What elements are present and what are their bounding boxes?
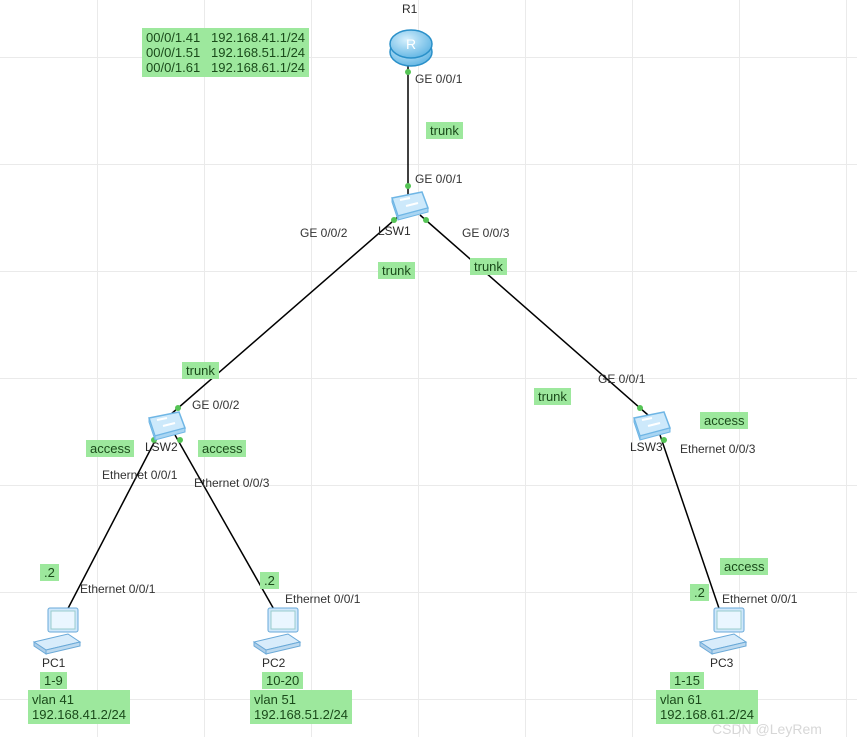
tag-pc1-dot2: .2 [40, 564, 59, 581]
port-lsw3-e003: Ethernet 0/0/3 [680, 442, 755, 456]
svg-text:R: R [406, 36, 416, 52]
port-pc2-e001: Ethernet 0/0/1 [285, 592, 360, 606]
lsw3-label: LSW3 [630, 440, 663, 454]
tag-trunk-lsw3-up: trunk [534, 388, 571, 405]
pc1-range: 1-9 [40, 672, 67, 689]
watermark: CSDN @LeyRem [712, 721, 822, 737]
lsw2-label: LSW2 [145, 440, 178, 454]
port-lsw3-ge001: GE 0/0/1 [598, 372, 645, 386]
pc3 [698, 606, 750, 661]
port-lsw1-ge003: GE 0/0/3 [462, 226, 509, 240]
router-table: 00/0/1.41 192.168.41.1/24 00/0/1.51 192.… [142, 28, 309, 77]
pc3-label: PC3 [710, 656, 733, 670]
pc1-info: vlan 41 192.168.41.2/24 [28, 690, 130, 724]
pc1-label: PC1 [42, 656, 65, 670]
pc1 [32, 606, 84, 661]
port-lsw2-ge002: GE 0/0/2 [192, 398, 239, 412]
port-lsw1-ge001: GE 0/0/1 [415, 172, 462, 186]
tag-access-lsw2-e1: access [86, 440, 134, 457]
switch-lsw1 [388, 188, 432, 227]
port-lsw2-e001: Ethernet 0/0/1 [102, 468, 177, 482]
router-r1: R [388, 22, 434, 73]
tag-access-lsw2-e3: access [198, 440, 246, 457]
tag-trunk-lsw1-lsw2: trunk [378, 262, 415, 279]
pc2-range: 10-20 [262, 672, 303, 689]
pc2-info: vlan 51 192.168.51.2/24 [250, 690, 352, 724]
tag-trunk-r1-lsw1: trunk [426, 122, 463, 139]
tag-access-lsw3-e3: access [700, 412, 748, 429]
r1-label: R1 [402, 2, 417, 16]
tag-pc3-dot2: .2 [690, 584, 709, 601]
diagram-canvas: R R1 LSW1 LSW2 LSW3 PC1 [0, 0, 857, 737]
lsw1-label: LSW1 [378, 224, 411, 238]
tag-trunk-lsw1-lsw3: trunk [470, 258, 507, 275]
tag-access-pc3: access [720, 558, 768, 575]
pc3-info: vlan 61 192.168.61.2/24 [656, 690, 758, 724]
port-r1-ge001: GE 0/0/1 [415, 72, 462, 86]
tag-trunk-lsw2-up: trunk [182, 362, 219, 379]
port-lsw2-e003: Ethernet 0/0/3 [194, 476, 269, 490]
pc2-label: PC2 [262, 656, 285, 670]
port-pc3-e001: Ethernet 0/0/1 [722, 592, 797, 606]
tag-pc2-dot2: .2 [260, 572, 279, 589]
pc3-range: 1-15 [670, 672, 704, 689]
pc2 [252, 606, 304, 661]
port-pc1-e001: Ethernet 0/0/1 [80, 582, 155, 596]
port-lsw1-ge002: GE 0/0/2 [300, 226, 347, 240]
